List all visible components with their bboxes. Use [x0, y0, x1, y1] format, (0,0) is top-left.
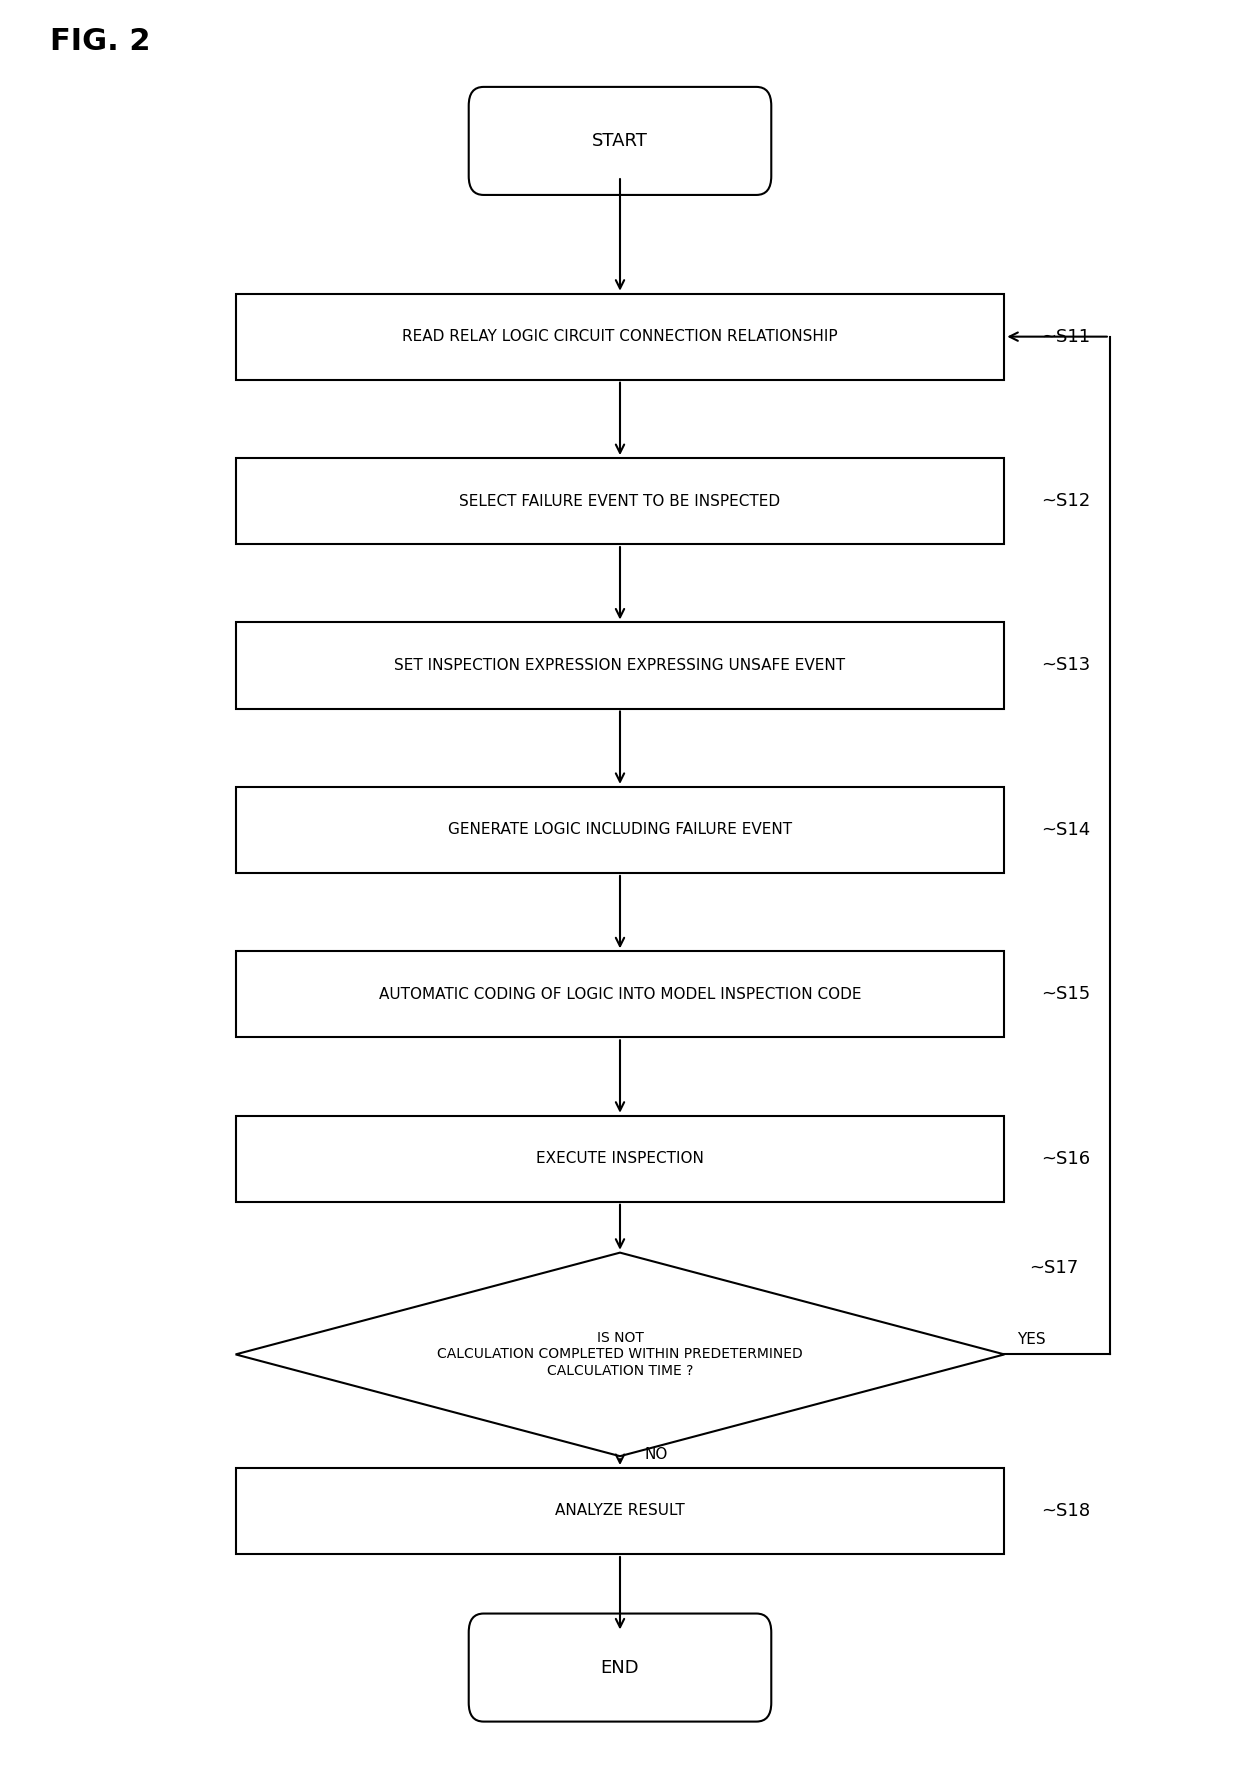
FancyBboxPatch shape: [469, 1614, 771, 1721]
Text: IS NOT
CALCULATION COMPLETED WITHIN PREDETERMINED
CALCULATION TIME ?: IS NOT CALCULATION COMPLETED WITHIN PRED…: [438, 1332, 802, 1378]
Text: ~S11: ~S11: [1042, 328, 1091, 346]
Text: END: END: [600, 1658, 640, 1676]
Text: FIG. 2: FIG. 2: [50, 27, 150, 55]
FancyBboxPatch shape: [236, 459, 1004, 544]
FancyBboxPatch shape: [236, 1467, 1004, 1555]
Text: GENERATE LOGIC INCLUDING FAILURE EVENT: GENERATE LOGIC INCLUDING FAILURE EVENT: [448, 823, 792, 837]
Text: ~S12: ~S12: [1042, 493, 1091, 511]
Polygon shape: [236, 1253, 1004, 1457]
Text: NO: NO: [645, 1446, 668, 1462]
Text: SELECT FAILURE EVENT TO BE INSPECTED: SELECT FAILURE EVENT TO BE INSPECTED: [460, 494, 780, 509]
Text: ~S14: ~S14: [1042, 821, 1091, 839]
Text: SET INSPECTION EXPRESSION EXPRESSING UNSAFE EVENT: SET INSPECTION EXPRESSION EXPRESSING UNS…: [394, 659, 846, 673]
FancyBboxPatch shape: [236, 951, 1004, 1037]
Text: EXECUTE INSPECTION: EXECUTE INSPECTION: [536, 1151, 704, 1166]
Text: AUTOMATIC CODING OF LOGIC INTO MODEL INSPECTION CODE: AUTOMATIC CODING OF LOGIC INTO MODEL INS…: [378, 987, 862, 1001]
Text: START: START: [591, 132, 649, 150]
Text: ~S16: ~S16: [1042, 1150, 1091, 1167]
Text: YES: YES: [1017, 1332, 1045, 1346]
Text: ~S17: ~S17: [1029, 1258, 1079, 1278]
FancyBboxPatch shape: [236, 623, 1004, 709]
FancyBboxPatch shape: [469, 87, 771, 195]
FancyBboxPatch shape: [236, 787, 1004, 873]
FancyBboxPatch shape: [236, 1116, 1004, 1201]
Text: ~S18: ~S18: [1042, 1501, 1091, 1521]
FancyBboxPatch shape: [236, 293, 1004, 380]
Text: ~S13: ~S13: [1042, 657, 1091, 675]
Text: ANALYZE RESULT: ANALYZE RESULT: [556, 1503, 684, 1519]
Text: READ RELAY LOGIC CIRCUIT CONNECTION RELATIONSHIP: READ RELAY LOGIC CIRCUIT CONNECTION RELA…: [402, 328, 838, 345]
Text: ~S15: ~S15: [1042, 985, 1091, 1003]
